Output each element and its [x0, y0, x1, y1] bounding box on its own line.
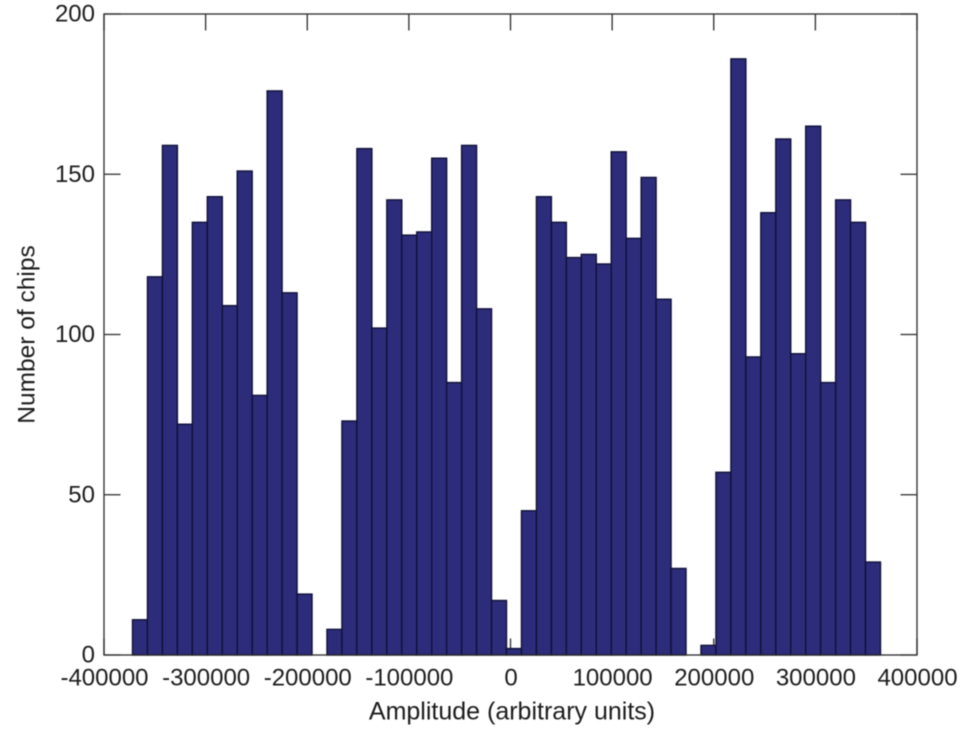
svg-text:100000: 100000: [573, 664, 653, 691]
svg-text:0: 0: [504, 664, 517, 691]
svg-text:Number of chips: Number of chips: [14, 245, 41, 423]
svg-text:-400000: -400000: [60, 664, 148, 691]
svg-text:-300000: -300000: [162, 664, 250, 691]
svg-text:0: 0: [82, 642, 95, 669]
svg-text:300000: 300000: [776, 664, 856, 691]
svg-text:150: 150: [55, 161, 95, 188]
svg-text:-200000: -200000: [264, 664, 352, 691]
svg-text:200: 200: [55, 1, 95, 28]
svg-text:50: 50: [68, 481, 95, 508]
svg-text:200000: 200000: [674, 664, 754, 691]
svg-text:400000: 400000: [877, 664, 957, 691]
svg-text:100: 100: [55, 321, 95, 348]
svg-text:-100000: -100000: [365, 664, 453, 691]
svg-text:Amplitude (arbitrary units): Amplitude (arbitrary units): [369, 698, 655, 726]
